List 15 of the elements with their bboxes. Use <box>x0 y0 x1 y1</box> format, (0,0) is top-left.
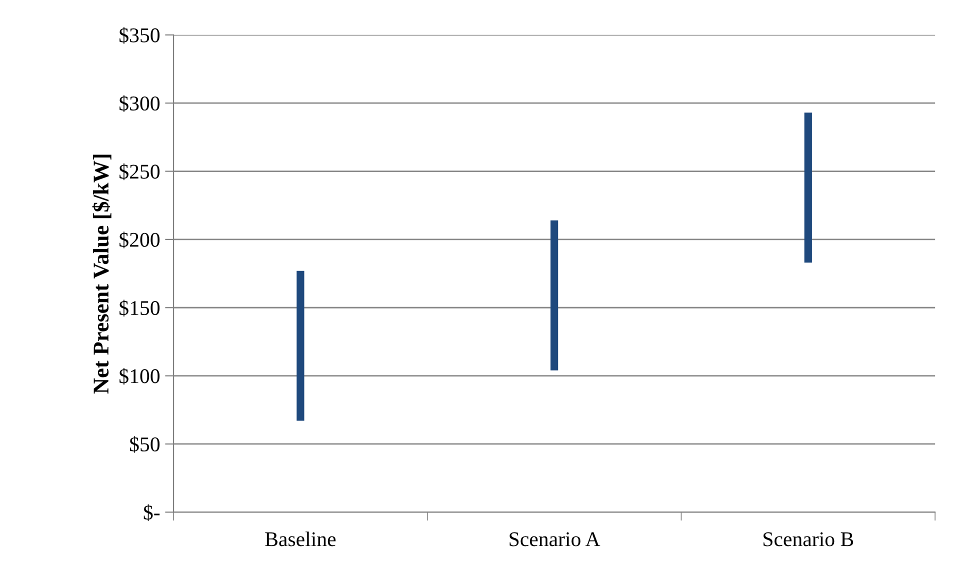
x-tick-label: Scenario B <box>764 532 854 546</box>
y-tick-label: $150 <box>120 300 160 316</box>
bar <box>804 112 812 263</box>
y-tick-label: $350 <box>120 27 160 44</box>
y-tick-label: $- <box>144 504 160 521</box>
y-tick-label: $100 <box>120 368 160 385</box>
y-axis-title: Net Present Value [$/kW] <box>92 154 112 394</box>
y-tick-label: $50 <box>130 436 160 453</box>
bar <box>550 220 558 370</box>
y-tick-label: $300 <box>120 95 160 112</box>
y-tick-label: $250 <box>120 163 160 180</box>
x-tick-label: Baseline <box>265 532 336 546</box>
y-tick-label: $200 <box>120 232 160 248</box>
bar <box>296 270 304 421</box>
x-tick-label: Scenario A <box>510 532 600 546</box>
